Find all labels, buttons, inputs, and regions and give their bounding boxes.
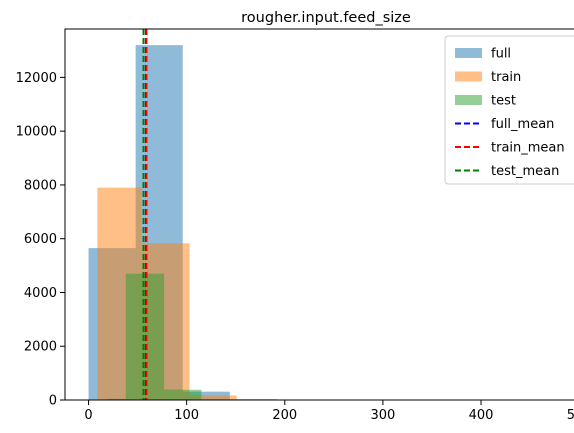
x-axis: 0 100 200 300 400 500 xyxy=(84,400,574,423)
x-tick-label: 0 xyxy=(84,408,92,423)
legend-label-train: train xyxy=(491,70,521,85)
y-tick-label: 6000 xyxy=(24,232,57,247)
bar-test-3 xyxy=(144,273,165,400)
y-axis: 0 2000 4000 6000 8000 10000 12000 xyxy=(16,71,65,409)
legend-swatch-full xyxy=(455,48,482,58)
y-tick-label: 8000 xyxy=(24,178,57,193)
legend-label-test_mean: test_mean xyxy=(491,164,559,179)
bar-train-2 xyxy=(189,395,237,400)
legend-label-full: full xyxy=(491,47,511,62)
bar-test-4 xyxy=(164,389,183,400)
y-tick-label: 0 xyxy=(49,394,57,409)
y-tick-label: 12000 xyxy=(16,71,57,86)
legend-swatch-train xyxy=(455,71,482,82)
bar-test-5 xyxy=(182,389,202,400)
legend-label-test: test xyxy=(491,94,516,109)
legend-label-train_mean: train_mean xyxy=(491,141,565,156)
bar-test-2 xyxy=(125,273,145,400)
legend-label-full_mean: full_mean xyxy=(491,117,554,132)
histogram-bars xyxy=(88,45,570,401)
y-tick-label: 10000 xyxy=(16,125,57,140)
bar-test-1 xyxy=(107,398,126,400)
chart-title: rougher.input.feed_size xyxy=(241,10,411,26)
x-tick-label: 200 xyxy=(272,408,297,423)
mean-lines xyxy=(142,29,148,400)
legend: full train test full_mean train_mean test_mea… xyxy=(444,35,574,185)
legend-swatch-test xyxy=(455,95,482,105)
x-tick-label: 400 xyxy=(469,408,494,423)
plot-frame xyxy=(64,28,574,401)
x-tick-label: 500 xyxy=(567,408,574,423)
x-tick-label: 100 xyxy=(174,408,199,423)
y-tick-label: 4000 xyxy=(24,286,57,301)
y-tick-label: 2000 xyxy=(24,340,57,355)
x-tick-label: 300 xyxy=(370,408,395,423)
